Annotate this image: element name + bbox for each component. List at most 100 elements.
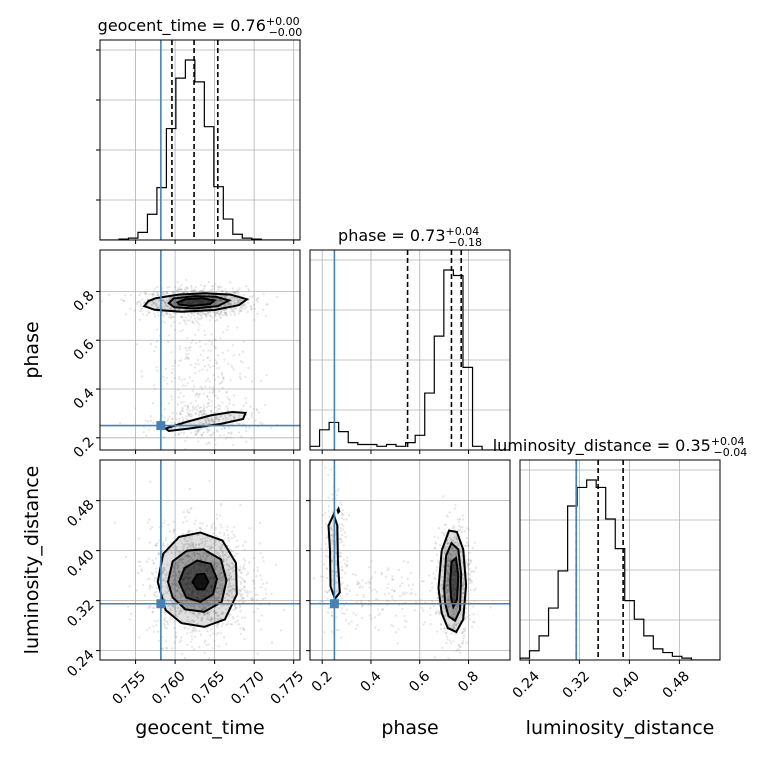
sample-point [176, 588, 179, 592]
sample-point [414, 601, 417, 604]
sample-point [233, 569, 236, 572]
sample-point [259, 421, 262, 424]
sample-point [220, 526, 223, 529]
sample-point [194, 362, 197, 365]
sample-point [226, 525, 229, 528]
sample-point [221, 295, 224, 298]
sample-point [345, 608, 348, 611]
sample-point [175, 564, 178, 567]
sample-point [156, 306, 159, 309]
sample-point [234, 608, 237, 611]
sample-point [238, 376, 242, 379]
sample-point [178, 286, 181, 289]
sample-point [289, 614, 291, 616]
sample-point [462, 581, 465, 585]
sample-point [325, 576, 329, 580]
sample-point [175, 574, 178, 577]
sample-point [185, 353, 188, 356]
sample-point [135, 589, 138, 592]
sample-point [230, 562, 233, 565]
sample-point [469, 561, 472, 564]
sample-point [241, 350, 244, 353]
sample-point [179, 412, 182, 415]
sample-point [164, 619, 167, 622]
sample-point [217, 595, 220, 598]
sample-point [228, 427, 231, 430]
sample-point [149, 480, 152, 483]
sample-point [194, 412, 197, 415]
sample-point [231, 567, 234, 570]
sample-point [157, 306, 160, 309]
sample-point [223, 553, 226, 556]
sample-point [205, 315, 208, 318]
sample-point [234, 291, 237, 294]
sample-point [197, 429, 200, 432]
sample-point [240, 582, 243, 585]
sample-point [330, 611, 333, 614]
sample-point [461, 584, 464, 587]
sample-point [361, 586, 364, 589]
sample-point [214, 315, 217, 318]
sample-point [216, 300, 219, 303]
sample-point [176, 290, 180, 293]
sample-point [214, 346, 217, 349]
sample-point [238, 588, 241, 592]
sample-point [163, 611, 166, 614]
sample-point [467, 543, 470, 546]
sample-point [143, 594, 146, 597]
sample-point [468, 551, 471, 554]
sample-point [234, 290, 237, 293]
sample-point [342, 558, 346, 561]
sample-point [180, 315, 183, 319]
sample-point [187, 357, 190, 360]
sample-point [413, 609, 416, 612]
sample-point [325, 536, 328, 540]
sample-point [232, 563, 235, 566]
sample-point [181, 558, 184, 561]
sample-point [220, 502, 223, 505]
sample-point [348, 513, 351, 517]
sample-point [457, 616, 460, 619]
sample-point [167, 340, 170, 344]
sample-point [229, 623, 232, 626]
sample-point [326, 591, 329, 594]
sample-point [229, 281, 232, 284]
sample-point [338, 561, 342, 564]
sample-point [214, 347, 217, 350]
sample-point [185, 286, 189, 289]
sample-point [171, 575, 174, 578]
sample-point [195, 529, 198, 532]
sample-point [202, 408, 205, 412]
sample-point [196, 431, 199, 434]
sample-point [241, 577, 244, 580]
sample-point [355, 614, 358, 617]
sample-point [218, 581, 221, 584]
sample-point [401, 581, 404, 585]
sample-point [179, 426, 182, 429]
sample-point [172, 308, 175, 311]
sample-point [359, 585, 362, 588]
sample-point [200, 353, 203, 356]
sample-point [218, 574, 221, 577]
sample-point [186, 554, 189, 557]
panel-content [520, 460, 720, 660]
sample-point [334, 591, 337, 594]
contour-outer [156, 531, 238, 628]
sample-point [436, 597, 439, 600]
sample-point [224, 303, 228, 306]
sample-point [179, 413, 182, 416]
sample-point [356, 583, 359, 586]
sample-point [176, 412, 179, 415]
sample-point [217, 590, 221, 593]
sample-point [331, 498, 334, 501]
sample-point [201, 607, 204, 610]
sample-point [215, 361, 218, 364]
sample-point [391, 597, 394, 600]
sample-point [219, 555, 222, 558]
sample-point [186, 643, 189, 647]
sample-point [191, 320, 194, 323]
sample-point [238, 287, 241, 290]
sample-point [180, 595, 183, 598]
sample-point [162, 577, 165, 580]
sample-point [361, 616, 364, 620]
